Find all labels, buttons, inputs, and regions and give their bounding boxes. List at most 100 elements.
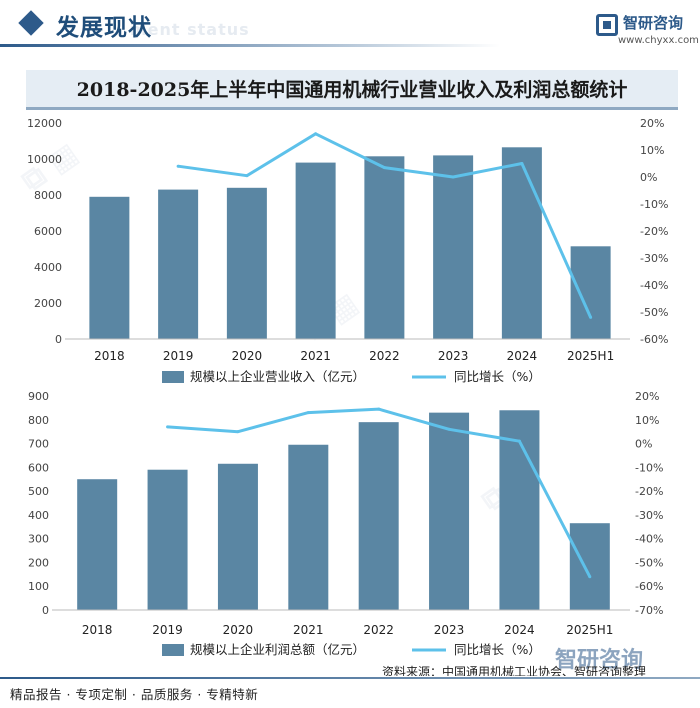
line-point [447,427,451,431]
footer-slogan: 精品报告 · 专项定制 · 品质服务 · 专精特新 [10,687,259,702]
legend-line-label: 同比增长（%） [454,369,541,384]
chart-title: 2018-2025年上半年中国通用机械行业营业收入及利润总额统计 [76,79,628,101]
y-left-tick-label: 2000 [34,297,62,310]
legend-bar-label: 规模以上企业营业收入（亿元） [190,369,365,384]
bar [217,463,258,610]
y-right-tick-label: -50% [640,306,668,319]
x-tick-label: 2024 [507,349,538,363]
legend-line-label: 同比增长（%） [454,642,541,657]
y-left-tick-label: 600 [28,461,49,474]
y-right-tick-label: -70% [635,604,663,617]
legend-bar-swatch [162,371,184,383]
y-left-tick-label: 8000 [34,189,62,202]
x-tick-label: 2025H1 [566,623,613,637]
chart-title-band: 2018-2025年上半年中国通用机械行业营业收入及利润总额统计 [26,70,678,110]
x-tick-label: 2021 [300,349,331,363]
line-point [377,407,381,411]
footer [0,676,700,708]
y-right-tick-label: 20% [640,117,664,130]
x-tick-label: 2022 [363,623,394,637]
bar [288,444,329,610]
line-point [589,315,593,319]
line-point [236,430,240,434]
bar [358,422,399,610]
bar [295,162,336,339]
y-left-tick-label: 4000 [34,261,62,274]
y-right-tick-label: -10% [640,198,668,211]
y-left-tick-label: 0 [55,333,62,346]
x-tick-label: 2024 [504,623,535,637]
x-tick-label: 2021 [293,623,324,637]
y-left-tick-label: 500 [28,485,49,498]
y-left-tick-label: 100 [28,580,49,593]
y-left-tick-label: 300 [28,533,49,546]
y-right-tick-label: -20% [640,225,668,238]
bar [158,189,199,339]
y-right-tick-label: 20% [635,390,659,403]
bar [89,196,130,339]
y-left-tick-label: 6000 [34,225,62,238]
line-point [306,411,310,415]
y-right-tick-label: -30% [640,252,668,265]
y-left-tick-label: 800 [28,414,49,427]
x-tick-label: 2019 [152,623,183,637]
y-right-tick-label: 10% [635,414,659,427]
y-left-tick-label: 0 [42,604,49,617]
brand-logo-icon [596,14,618,36]
bar [429,412,470,610]
footer-divider [0,677,700,679]
y-left-tick-label: 700 [28,438,49,451]
y-left-tick-label: 400 [28,509,49,522]
line-point [314,132,318,136]
y-right-tick-label: -40% [635,533,663,546]
line-point [382,166,386,170]
y-right-tick-label: -60% [640,333,668,346]
line-point [176,164,180,168]
section-subtitle: ment status [130,20,250,39]
bar [147,469,188,610]
y-right-tick-label: 0% [635,438,652,451]
bar [364,156,405,339]
bar [226,187,267,339]
line-point [588,575,592,579]
bar [77,479,118,610]
revenue-chart: 0 2000 4000 6000 8000 10000 12000 -60% -50% -40% -… [27,117,668,384]
profit-chart: 0 100 200 300 400 500 600 700 800 900 -70% -60% -50%… [28,390,663,657]
line-point [451,175,455,179]
x-tick-label: 2020 [232,349,263,363]
line-point [166,425,170,429]
y-left-tick-label: 200 [28,556,49,569]
y-right-tick-label: -40% [640,279,668,292]
line-point [245,174,249,178]
y-right-tick-label: -30% [635,509,663,522]
y-left-tick-label: 900 [28,390,49,403]
x-tick-label: 2023 [434,623,465,637]
legend-bar-label: 规模以上企业利润总额（亿元） [190,642,365,657]
bar [433,155,474,339]
y-right-tick-label: -50% [635,556,663,569]
header-divider [0,44,500,47]
page-header: ment status 发展现状 智研咨询 www.chyxx.com [0,0,700,50]
x-tick-label: 2019 [163,349,194,363]
legend-bar-swatch [162,644,184,656]
line-point [517,439,521,443]
brand-name: 智研咨询 [623,14,684,32]
y-left-tick-label: 12000 [27,117,62,130]
y-left-tick-label: 10000 [27,153,62,166]
line-point [520,162,524,165]
section-title: 发展现状 [56,15,152,41]
x-tick-label: 2020 [223,623,254,637]
y-right-tick-label: -20% [635,485,663,498]
data-source: 资料来源：中国通用机械工业协会、智研咨询整理 [382,665,647,679]
x-tick-label: 2022 [369,349,400,363]
bar [569,523,610,610]
bar [501,147,542,339]
section-diamond-icon [18,10,44,36]
y-right-tick-label: 0% [640,171,657,184]
x-tick-label: 2018 [82,623,113,637]
y-right-tick-label: -10% [635,461,663,474]
y-right-tick-label: -60% [635,580,663,593]
y-right-tick-label: 10% [640,144,664,157]
brand-url: www.chyxx.com [618,35,699,46]
x-tick-label: 2023 [438,349,469,363]
